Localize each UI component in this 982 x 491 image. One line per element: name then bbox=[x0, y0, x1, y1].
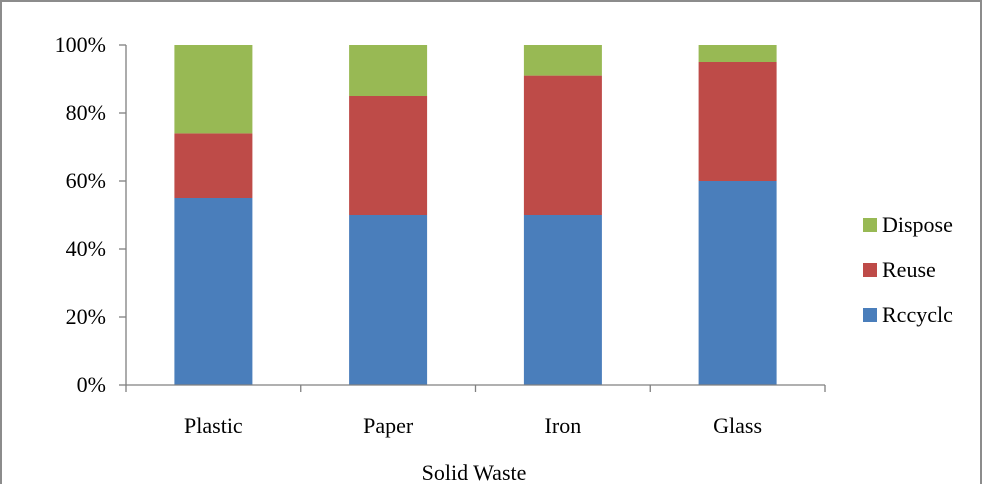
x-axis-title: Solid Waste bbox=[422, 460, 527, 485]
bar-dispose-paper bbox=[349, 45, 428, 96]
legend-label-dispose: Dispose bbox=[882, 212, 953, 237]
x-tick-label-glass: Glass bbox=[713, 413, 762, 438]
bar-dispose-glass bbox=[698, 45, 777, 62]
bar-recycle-glass bbox=[698, 181, 777, 385]
y-tick-label: 80% bbox=[66, 100, 106, 125]
x-tick-label-plastic: Plastic bbox=[184, 413, 243, 438]
y-tick-label: 0% bbox=[77, 372, 106, 397]
y-tick-label: 20% bbox=[66, 304, 106, 329]
y-tick-label: 40% bbox=[66, 236, 106, 261]
legend-label-rccyclc: Rccyclc bbox=[882, 302, 953, 327]
bar-recycle-plastic bbox=[174, 198, 253, 385]
legend-swatch-rccyclc bbox=[863, 308, 877, 322]
x-tick-label-paper: Paper bbox=[363, 413, 414, 438]
bar-reuse-paper bbox=[349, 96, 428, 215]
bar-dispose-plastic bbox=[174, 45, 253, 134]
legend-swatch-reuse bbox=[863, 263, 877, 277]
bar-recycle-iron bbox=[523, 215, 602, 385]
bar-dispose-iron bbox=[523, 45, 602, 76]
x-ticks-layer: Plastic Paper Iron Glass bbox=[125, 385, 826, 438]
legend-label-reuse: Reuse bbox=[882, 257, 936, 282]
bar-recycle-paper bbox=[349, 215, 428, 385]
x-tick-label-iron: Iron bbox=[545, 413, 582, 438]
bars-layer bbox=[174, 45, 777, 385]
y-tick-label: 100% bbox=[55, 32, 106, 57]
bar-reuse-glass bbox=[698, 62, 777, 181]
legend: Dispose Reuse Rccyclc bbox=[863, 212, 953, 327]
bar-reuse-iron bbox=[523, 75, 602, 215]
y-ticks-layer: 0% 20% 40% 60% 80% 100% bbox=[55, 32, 126, 397]
bar-reuse-plastic bbox=[174, 133, 253, 198]
y-tick-label: 60% bbox=[66, 168, 106, 193]
legend-swatch-dispose bbox=[863, 218, 877, 232]
